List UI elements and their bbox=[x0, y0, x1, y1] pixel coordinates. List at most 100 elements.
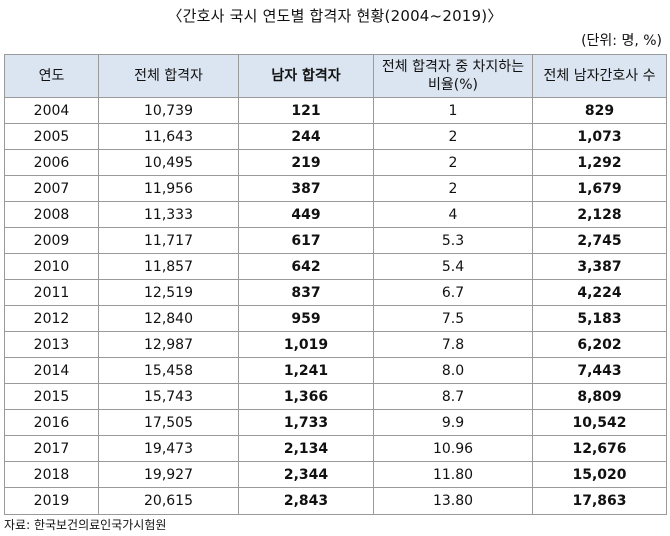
cell-total-passed: 19,927 bbox=[98, 461, 239, 488]
cell-year: 2016 bbox=[4, 409, 99, 436]
table-row: 2019 20,615 2,843 13.80 17,863 bbox=[4, 487, 667, 515]
table-row: 2014 15,458 1,241 8.0 7,443 bbox=[4, 357, 667, 384]
cell-year: 2009 bbox=[4, 227, 99, 254]
cell-male-ratio: 11.80 bbox=[373, 461, 533, 488]
cell-year: 2013 bbox=[4, 331, 99, 358]
cell-male-ratio: 8.7 bbox=[373, 383, 533, 410]
cell-total-passed: 17,505 bbox=[98, 409, 239, 436]
cell-male-passed: 219 bbox=[238, 149, 374, 176]
cell-male-passed: 1,241 bbox=[238, 357, 374, 384]
cell-male-passed: 2,843 bbox=[238, 487, 374, 515]
cell-male-passed: 449 bbox=[238, 201, 374, 228]
page-title: 〈간호사 국시 연도별 합격자 현황(2004~2019)〉 bbox=[167, 7, 503, 25]
cell-male-ratio: 8.0 bbox=[373, 357, 533, 384]
source-note: 자료: 한국보건의료인국가시험원 bbox=[4, 518, 167, 532]
cell-year: 2019 bbox=[4, 487, 99, 515]
cell-total-passed: 10,495 bbox=[98, 149, 239, 176]
cell-total-passed: 11,717 bbox=[98, 227, 239, 254]
header-male-ratio: 전체 합격자 중 차지하는 비율(%) bbox=[373, 54, 533, 98]
cell-male-passed: 959 bbox=[238, 305, 374, 332]
table-body: 2004 10,739 121 1 829 2005 11,643 244 2 1,073 2006… bbox=[4, 97, 667, 515]
table-row: 2008 11,333 449 4 2,128 bbox=[4, 201, 667, 228]
cell-total-male-nurses: 4,224 bbox=[532, 279, 667, 306]
cell-male-ratio: 2 bbox=[373, 149, 533, 176]
cell-male-ratio: 5.3 bbox=[373, 227, 533, 254]
table-row: 2005 11,643 244 2 1,073 bbox=[4, 123, 667, 150]
cell-male-passed: 837 bbox=[238, 279, 374, 306]
cell-year: 2014 bbox=[4, 357, 99, 384]
table-row: 2009 11,717 617 5.3 2,745 bbox=[4, 227, 667, 254]
cell-male-passed: 387 bbox=[238, 175, 374, 202]
cell-male-ratio: 13.80 bbox=[373, 487, 533, 515]
cell-male-ratio: 4 bbox=[373, 201, 533, 228]
cell-total-male-nurses: 829 bbox=[532, 97, 667, 124]
cell-male-ratio: 7.8 bbox=[373, 331, 533, 358]
cell-male-ratio: 7.5 bbox=[373, 305, 533, 332]
cell-total-male-nurses: 17,863 bbox=[532, 487, 667, 515]
cell-total-male-nurses: 6,202 bbox=[532, 331, 667, 358]
cell-male-passed: 2,134 bbox=[238, 435, 374, 462]
cell-total-passed: 11,333 bbox=[98, 201, 239, 228]
cell-male-passed: 1,733 bbox=[238, 409, 374, 436]
cell-year: 2006 bbox=[4, 149, 99, 176]
cell-total-male-nurses: 12,676 bbox=[532, 435, 667, 462]
cell-total-passed: 15,743 bbox=[98, 383, 239, 410]
cell-male-passed: 1,366 bbox=[238, 383, 374, 410]
cell-year: 2012 bbox=[4, 305, 99, 332]
table-row: 2013 12,987 1,019 7.8 6,202 bbox=[4, 331, 667, 358]
cell-male-ratio: 9.9 bbox=[373, 409, 533, 436]
cell-male-ratio: 2 bbox=[373, 175, 533, 202]
cell-total-passed: 11,857 bbox=[98, 253, 239, 280]
table-row: 2011 12,519 837 6.7 4,224 bbox=[4, 279, 667, 306]
cell-total-passed: 12,987 bbox=[98, 331, 239, 358]
cell-year: 2007 bbox=[4, 175, 99, 202]
cell-male-passed: 244 bbox=[238, 123, 374, 150]
cell-year: 2017 bbox=[4, 435, 99, 462]
header-row: 연도 전체 합격자 남자 합격자 전체 합격자 중 차지하는 비율(%) 전체 … bbox=[4, 54, 667, 98]
cell-male-passed: 121 bbox=[238, 97, 374, 124]
cell-male-ratio: 6.7 bbox=[373, 279, 533, 306]
cell-male-ratio: 2 bbox=[373, 123, 533, 150]
table-row: 2004 10,739 121 1 829 bbox=[4, 97, 667, 124]
header-total-passed: 전체 합격자 bbox=[98, 54, 239, 98]
cell-total-passed: 11,643 bbox=[98, 123, 239, 150]
cell-total-passed: 12,840 bbox=[98, 305, 239, 332]
cell-male-passed: 642 bbox=[238, 253, 374, 280]
cell-year: 2005 bbox=[4, 123, 99, 150]
cell-total-male-nurses: 7,443 bbox=[532, 357, 667, 384]
cell-year: 2004 bbox=[4, 97, 99, 124]
header-male-passed: 남자 합격자 bbox=[238, 54, 374, 98]
cell-total-male-nurses: 1,292 bbox=[532, 149, 667, 176]
table-row: 2016 17,505 1,733 9.9 10,542 bbox=[4, 409, 667, 436]
header-year: 연도 bbox=[4, 54, 99, 98]
table-row: 2018 19,927 2,344 11.80 15,020 bbox=[4, 461, 667, 488]
cell-male-ratio: 5.4 bbox=[373, 253, 533, 280]
cell-year: 2015 bbox=[4, 383, 99, 410]
cell-year: 2018 bbox=[4, 461, 99, 488]
cell-total-male-nurses: 3,387 bbox=[532, 253, 667, 280]
cell-male-ratio: 1 bbox=[373, 97, 533, 124]
table-row: 2010 11,857 642 5.4 3,387 bbox=[4, 253, 667, 280]
cell-total-male-nurses: 1,679 bbox=[532, 175, 667, 202]
cell-year: 2010 bbox=[4, 253, 99, 280]
table-row: 2007 11,956 387 2 1,679 bbox=[4, 175, 667, 202]
cell-year: 2011 bbox=[4, 279, 99, 306]
cell-total-male-nurses: 2,745 bbox=[532, 227, 667, 254]
cell-total-passed: 10,739 bbox=[98, 97, 239, 124]
cell-total-male-nurses: 8,809 bbox=[532, 383, 667, 410]
table-row: 2012 12,840 959 7.5 5,183 bbox=[4, 305, 667, 332]
cell-total-passed: 11,956 bbox=[98, 175, 239, 202]
cell-year: 2008 bbox=[4, 201, 99, 228]
table-row: 2017 19,473 2,134 10.96 12,676 bbox=[4, 435, 667, 462]
cell-total-passed: 19,473 bbox=[98, 435, 239, 462]
cell-male-ratio: 10.96 bbox=[373, 435, 533, 462]
cell-total-passed: 20,615 bbox=[98, 487, 239, 515]
table-row: 2006 10,495 219 2 1,292 bbox=[4, 149, 667, 176]
cell-total-male-nurses: 2,128 bbox=[532, 201, 667, 228]
cell-male-passed: 1,019 bbox=[238, 331, 374, 358]
nurse-exam-table: 연도 전체 합격자 남자 합격자 전체 합격자 중 차지하는 비율(%) 전체 … bbox=[4, 54, 667, 515]
table-row: 2015 15,743 1,366 8.7 8,809 bbox=[4, 383, 667, 410]
cell-total-male-nurses: 5,183 bbox=[532, 305, 667, 332]
unit-note: (단위: 명, %) bbox=[581, 33, 662, 49]
cell-total-passed: 15,458 bbox=[98, 357, 239, 384]
